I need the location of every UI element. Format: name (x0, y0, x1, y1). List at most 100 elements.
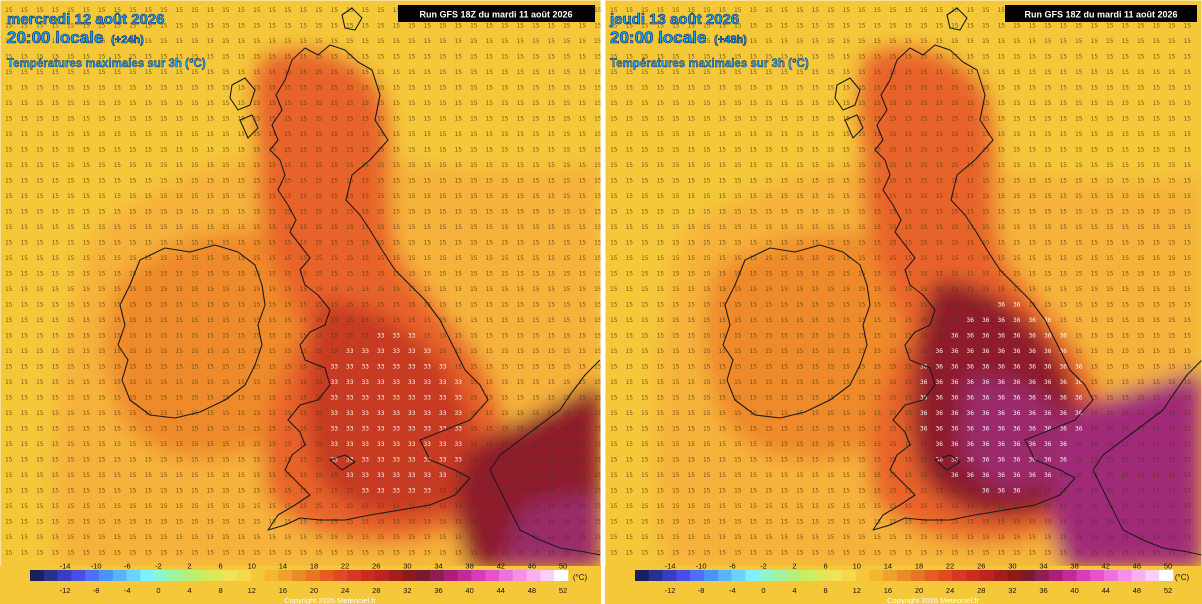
svg-text:15: 15 (982, 271, 990, 278)
svg-text:15: 15 (874, 348, 882, 355)
svg-text:15: 15 (1153, 38, 1161, 45)
svg-text:15: 15 (874, 426, 882, 433)
svg-text:15: 15 (1075, 348, 1083, 355)
svg-text:15: 15 (1106, 224, 1114, 231)
svg-text:15: 15 (967, 286, 975, 293)
svg-text:15: 15 (315, 379, 323, 386)
svg-text:15: 15 (951, 23, 959, 30)
svg-text:15: 15 (346, 488, 354, 495)
scale-swatch (635, 570, 650, 581)
svg-text:15: 15 (1184, 162, 1192, 169)
svg-text:15: 15 (827, 534, 835, 541)
svg-text:15: 15 (734, 178, 742, 185)
svg-text:15: 15 (346, 7, 354, 14)
svg-text:15: 15 (331, 209, 339, 216)
svg-text:15: 15 (796, 333, 804, 340)
svg-text:36: 36 (1013, 317, 1021, 324)
svg-text:15: 15 (470, 426, 478, 433)
svg-text:15: 15 (1168, 131, 1176, 138)
svg-text:36: 36 (936, 395, 944, 402)
svg-text:15: 15 (657, 131, 665, 138)
svg-text:33: 33 (377, 364, 385, 371)
svg-text:15: 15 (812, 131, 820, 138)
svg-text:15: 15 (905, 410, 913, 417)
svg-text:15: 15 (765, 7, 773, 14)
svg-text:15: 15 (114, 271, 122, 278)
svg-text:15: 15 (905, 472, 913, 479)
svg-text:15: 15 (579, 426, 587, 433)
svg-text:33: 33 (408, 410, 416, 417)
svg-text:15: 15 (874, 302, 882, 309)
svg-text:15: 15 (67, 23, 75, 30)
svg-text:15: 15 (284, 519, 292, 526)
svg-text:36: 36 (1075, 379, 1083, 386)
svg-text:15: 15 (641, 317, 649, 324)
svg-text:15: 15 (470, 147, 478, 154)
scale-swatch (1021, 570, 1036, 581)
svg-text:15: 15 (1168, 255, 1176, 262)
svg-text:15: 15 (222, 7, 230, 14)
svg-text:15: 15 (594, 333, 602, 340)
svg-text:15: 15 (967, 69, 975, 76)
svg-text:15: 15 (532, 550, 540, 557)
svg-text:15: 15 (579, 333, 587, 340)
svg-text:15: 15 (346, 69, 354, 76)
svg-text:15: 15 (765, 364, 773, 371)
scale-label-top: -10 (696, 562, 707, 571)
svg-text:15: 15 (83, 178, 91, 185)
svg-text:15: 15 (424, 69, 432, 76)
svg-text:15: 15 (377, 85, 385, 92)
svg-text:15: 15 (129, 550, 137, 557)
svg-text:15: 15 (765, 255, 773, 262)
svg-text:15: 15 (1153, 116, 1161, 123)
svg-text:15: 15 (21, 317, 29, 324)
svg-text:15: 15 (1122, 333, 1130, 340)
svg-text:15: 15 (750, 286, 758, 293)
svg-text:15: 15 (114, 333, 122, 340)
svg-text:15: 15 (641, 488, 649, 495)
scale-swatch (910, 570, 925, 581)
svg-text:15: 15 (284, 54, 292, 61)
svg-text:15: 15 (1137, 519, 1145, 526)
svg-text:15: 15 (920, 519, 928, 526)
svg-text:15: 15 (703, 395, 711, 402)
svg-text:15: 15 (222, 23, 230, 30)
svg-text:15: 15 (858, 550, 866, 557)
svg-text:15: 15 (951, 193, 959, 200)
svg-text:15: 15 (269, 224, 277, 231)
svg-text:15: 15 (610, 410, 618, 417)
svg-text:15: 15 (1184, 193, 1192, 200)
scale-swatch (85, 570, 100, 581)
svg-text:15: 15 (827, 317, 835, 324)
svg-text:15: 15 (1106, 550, 1114, 557)
scale-swatch (745, 570, 760, 581)
svg-text:15: 15 (734, 472, 742, 479)
svg-text:15: 15 (439, 131, 447, 138)
svg-text:15: 15 (905, 116, 913, 123)
svg-text:15: 15 (377, 240, 385, 247)
svg-text:15: 15 (688, 457, 696, 464)
scale-swatch (814, 570, 829, 581)
svg-text:15: 15 (315, 85, 323, 92)
run-banner (398, 5, 595, 22)
svg-text:15: 15 (315, 348, 323, 355)
svg-text:15: 15 (1075, 286, 1083, 293)
scale-swatch (648, 570, 663, 581)
svg-text:15: 15 (905, 100, 913, 107)
svg-text:15: 15 (1044, 302, 1052, 309)
svg-text:15: 15 (1091, 147, 1099, 154)
svg-text:15: 15 (191, 178, 199, 185)
svg-text:15: 15 (765, 178, 773, 185)
svg-text:15: 15 (470, 193, 478, 200)
svg-text:15: 15 (1184, 441, 1192, 448)
svg-text:15: 15 (1060, 271, 1068, 278)
svg-text:15: 15 (626, 224, 634, 231)
svg-text:15: 15 (827, 379, 835, 386)
svg-text:15: 15 (160, 178, 168, 185)
svg-text:15: 15 (579, 364, 587, 371)
scale-label-bottom: 32 (1008, 586, 1016, 595)
svg-text:15: 15 (191, 7, 199, 14)
svg-text:15: 15 (1029, 488, 1037, 495)
svg-text:15: 15 (750, 364, 758, 371)
svg-text:15: 15 (936, 38, 944, 45)
